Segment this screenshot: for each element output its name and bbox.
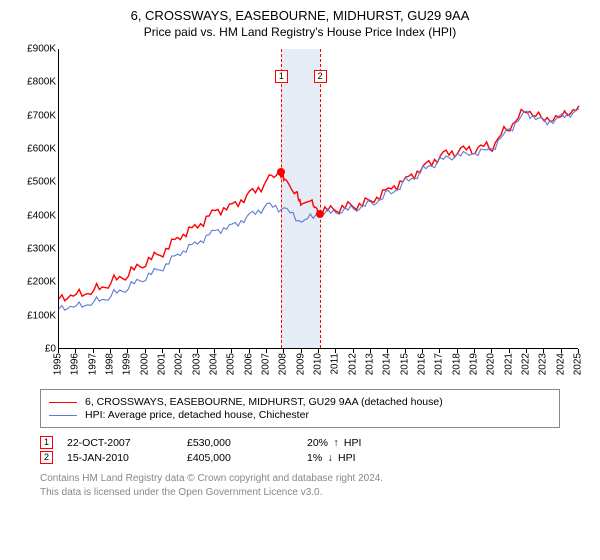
sale-row: 1 22-OCT-2007£530,00020% ↑ HPI	[40, 436, 560, 449]
y-tick-label: £800K	[27, 77, 56, 88]
y-tick-label: £600K	[27, 144, 56, 155]
legend-swatch	[49, 402, 77, 403]
legend-label: 6, CROSSWAYS, EASEBOURNE, MIDHURST, GU29…	[85, 396, 443, 408]
x-tick-label: 2021	[503, 353, 514, 375]
sale-delta: 1% ↓ HPI	[307, 452, 427, 464]
sale-price: £405,000	[187, 452, 307, 464]
sale-date: 15-JAN-2010	[67, 452, 187, 464]
plot-area: 12	[58, 49, 578, 349]
x-tick-label: 1997	[87, 353, 98, 375]
chart: £0£100K£200K£300K£400K£500K£600K£700K£80…	[14, 45, 586, 383]
x-tick-label: 2015	[399, 353, 410, 375]
y-tick-label: £300K	[27, 244, 56, 255]
x-tick-label: 2018	[451, 353, 462, 375]
y-tick-label: £900K	[27, 44, 56, 55]
x-tick-label: 2002	[174, 353, 185, 375]
legend-row: HPI: Average price, detached house, Chic…	[49, 409, 551, 421]
sale-divider-2	[320, 49, 321, 348]
sale-date: 22-OCT-2007	[67, 437, 187, 449]
x-tick-label: 2006	[243, 353, 254, 375]
sale-delta: 20% ↑ HPI	[307, 437, 427, 449]
x-tick-label: 2024	[555, 353, 566, 375]
chart-subtitle: Price paid vs. HM Land Registry's House …	[14, 25, 586, 39]
y-tick-label: £200K	[27, 277, 56, 288]
x-tick-label: 2004	[209, 353, 220, 375]
x-tick-label: 2014	[382, 353, 393, 375]
x-tick-label: 1998	[105, 353, 116, 375]
x-axis: 1995199619971998199920002001200220032004…	[58, 349, 578, 383]
x-tick-label: 1996	[70, 353, 81, 375]
y-tick-label: £400K	[27, 210, 56, 221]
sale-point-1	[277, 168, 285, 176]
x-tick-label: 2001	[157, 353, 168, 375]
x-tick-label: 1995	[53, 353, 64, 375]
sale-row-marker: 2	[40, 451, 53, 464]
x-tick-label: 2005	[226, 353, 237, 375]
legend-swatch	[49, 415, 77, 416]
x-tick-label: 2013	[365, 353, 376, 375]
y-tick-label: £700K	[27, 110, 56, 121]
legend-label: HPI: Average price, detached house, Chic…	[85, 409, 309, 421]
footer-line-1: Contains HM Land Registry data © Crown c…	[40, 472, 560, 486]
sale-row: 2 15-JAN-2010£405,0001% ↓ HPI	[40, 451, 560, 464]
x-tick-label: 2020	[486, 353, 497, 375]
x-tick-label: 2023	[538, 353, 549, 375]
legend-row: 6, CROSSWAYS, EASEBOURNE, MIDHURST, GU29…	[49, 396, 551, 408]
x-tick-label: 2003	[191, 353, 202, 375]
chart-title: 6, CROSSWAYS, EASEBOURNE, MIDHURST, GU29…	[14, 8, 586, 23]
y-tick-label: £500K	[27, 177, 56, 188]
footer: Contains HM Land Registry data © Crown c…	[40, 472, 560, 499]
x-tick-label: 2008	[278, 353, 289, 375]
legend: 6, CROSSWAYS, EASEBOURNE, MIDHURST, GU29…	[40, 389, 560, 428]
sale-point-2	[316, 210, 324, 218]
x-tick-label: 2011	[330, 353, 341, 375]
x-tick-label: 2010	[313, 353, 324, 375]
x-tick-label: 2007	[261, 353, 272, 375]
x-tick-label: 2017	[434, 353, 445, 375]
x-tick-label: 2025	[573, 353, 584, 375]
sale-marker-1: 1	[275, 70, 288, 83]
x-tick-label: 2016	[417, 353, 428, 375]
sale-row-marker: 1	[40, 436, 53, 449]
x-tick-label: 2000	[139, 353, 150, 375]
sale-price: £530,000	[187, 437, 307, 449]
sale-marker-2: 2	[314, 70, 327, 83]
x-tick-label: 2022	[521, 353, 532, 375]
x-tick-label: 2012	[347, 353, 358, 375]
sale-divider-1	[281, 49, 282, 348]
x-tick-label: 1999	[122, 353, 133, 375]
footer-line-2: This data is licensed under the Open Gov…	[40, 486, 560, 500]
sales-table: 1 22-OCT-2007£530,00020% ↑ HPI 2 15-JAN-201…	[40, 436, 560, 464]
y-axis: £0£100K£200K£300K£400K£500K£600K£700K£80…	[14, 45, 58, 383]
x-tick-label: 2009	[295, 353, 306, 375]
y-tick-label: £100K	[27, 310, 56, 321]
x-tick-label: 2019	[469, 353, 480, 375]
